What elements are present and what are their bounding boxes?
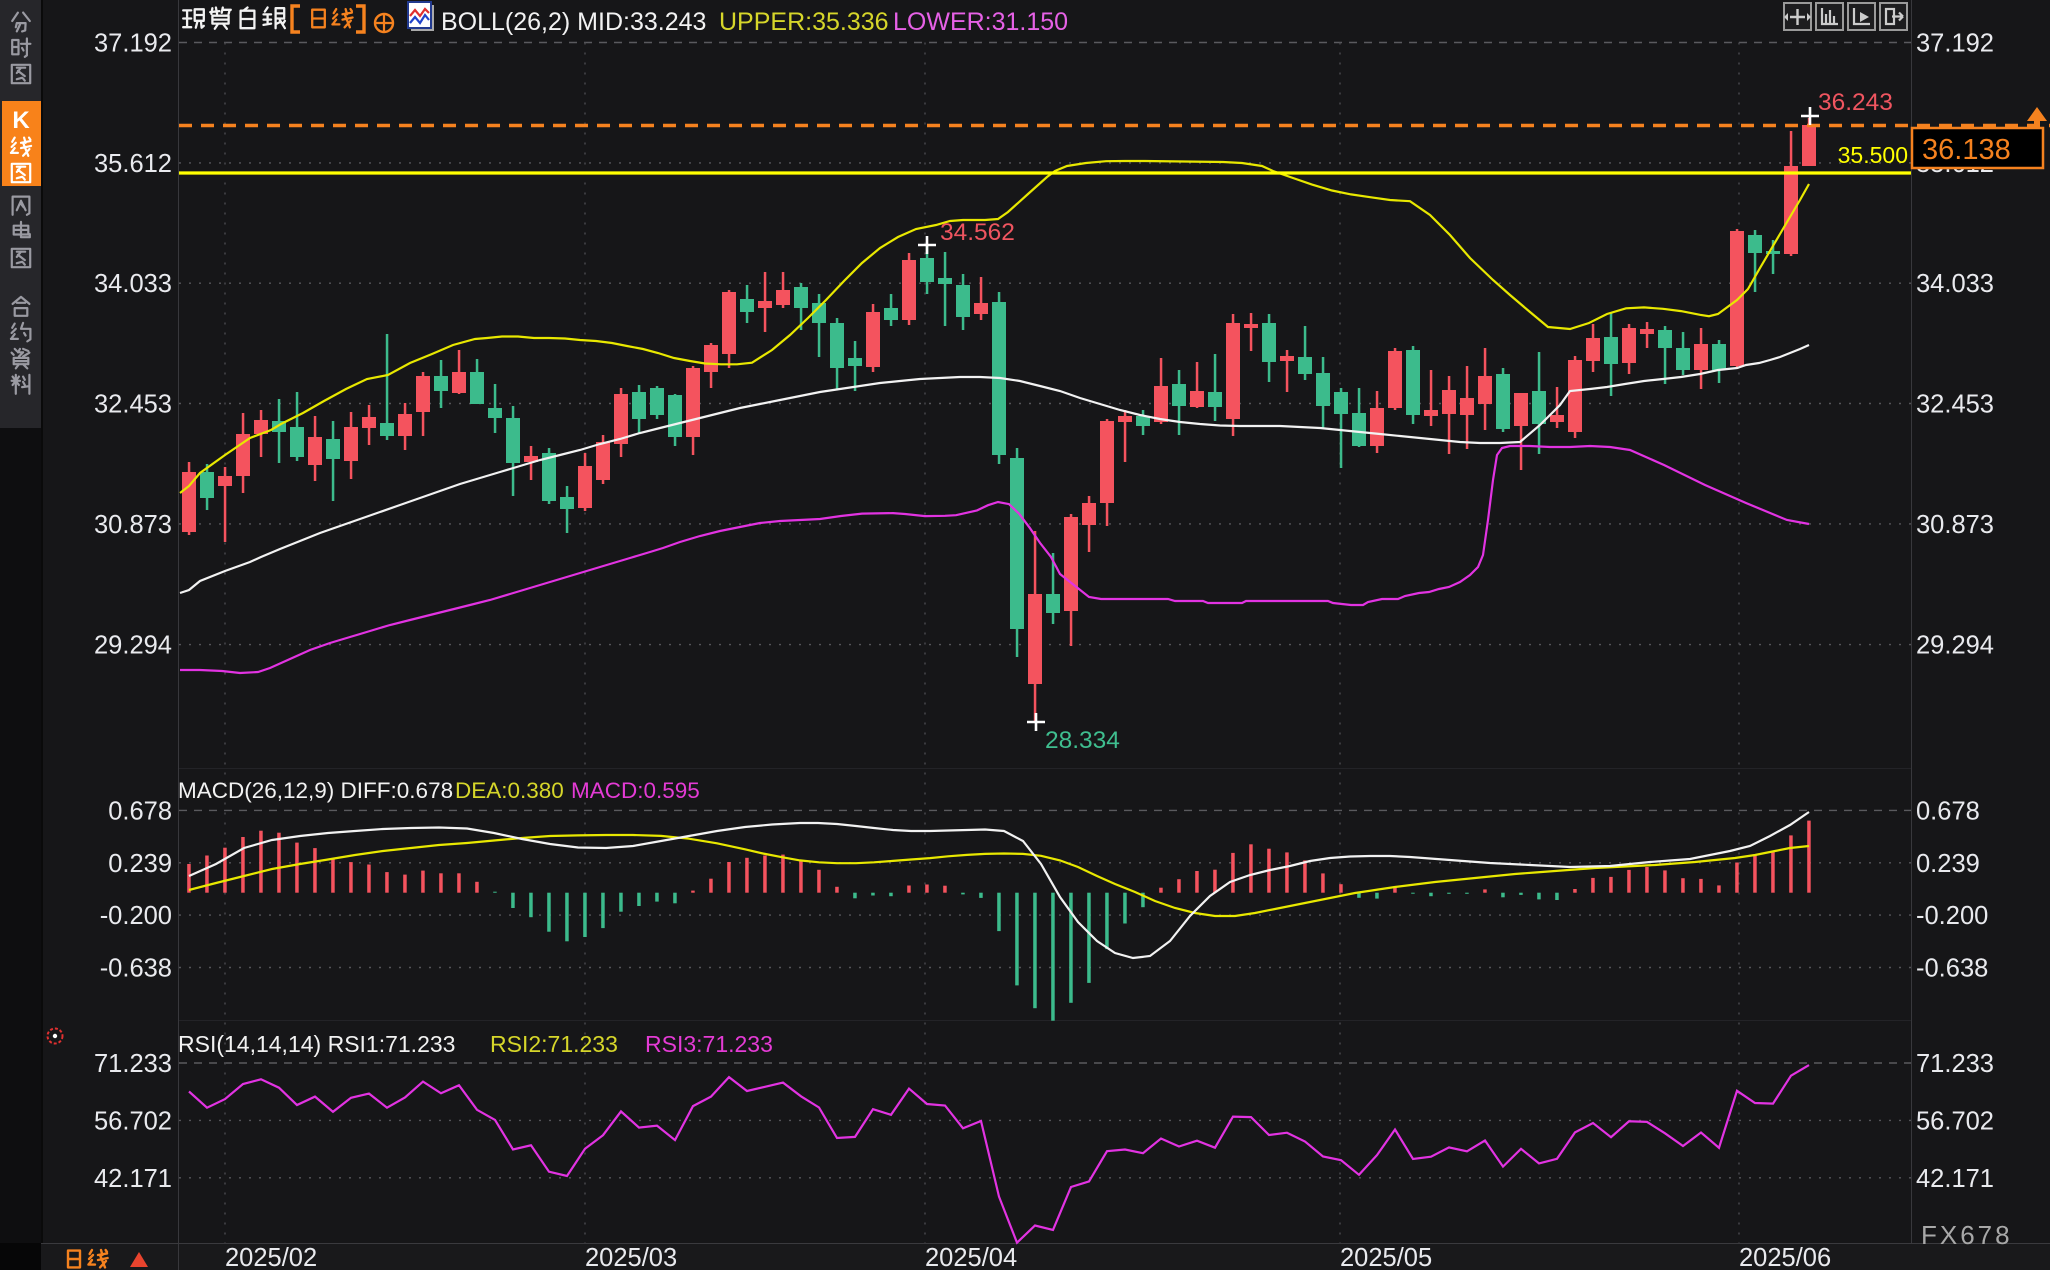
- svg-text:35.500: 35.500: [1838, 142, 1908, 168]
- svg-text:K: K: [12, 107, 30, 134]
- svg-text:-0.638: -0.638: [1916, 955, 1988, 983]
- svg-text:34.033: 34.033: [94, 270, 172, 298]
- svg-text:28.334: 28.334: [1045, 727, 1120, 754]
- svg-text:42.171: 42.171: [94, 1165, 172, 1193]
- svg-text:34.033: 34.033: [1916, 270, 1994, 298]
- svg-text:37.192: 37.192: [1916, 30, 1994, 58]
- svg-text:0.678: 0.678: [1916, 797, 1980, 825]
- svg-text:0.678: 0.678: [108, 797, 172, 825]
- svg-text:0.239: 0.239: [1916, 850, 1980, 878]
- svg-text:29.294: 29.294: [94, 632, 172, 660]
- svg-text:MACD:0.595: MACD:0.595: [571, 778, 700, 803]
- svg-text:2025/04: 2025/04: [925, 1244, 1017, 1270]
- svg-text:DEA:0.380: DEA:0.380: [455, 778, 564, 803]
- svg-text:2025/06: 2025/06: [1739, 1244, 1831, 1270]
- svg-text:RSI3:71.233: RSI3:71.233: [645, 1031, 773, 1057]
- svg-text:37.192: 37.192: [94, 30, 172, 58]
- svg-text:LOWER:31.150: LOWER:31.150: [893, 8, 1068, 36]
- svg-text:71.233: 71.233: [94, 1050, 172, 1078]
- svg-text:FX678: FX678: [1921, 1220, 2013, 1250]
- svg-text:BOLL(26,2) MID:33.243: BOLL(26,2) MID:33.243: [441, 8, 706, 36]
- svg-text:71.233: 71.233: [1916, 1050, 1994, 1078]
- svg-text:-0.200: -0.200: [100, 902, 172, 930]
- svg-text:34.562: 34.562: [940, 219, 1015, 246]
- svg-text:RSI2:71.233: RSI2:71.233: [490, 1031, 618, 1057]
- svg-text:30.873: 30.873: [1916, 511, 1994, 539]
- svg-text:42.171: 42.171: [1916, 1165, 1994, 1193]
- svg-text:2025/05: 2025/05: [1340, 1244, 1432, 1270]
- svg-text:36.138: 36.138: [1922, 134, 2011, 166]
- svg-text:0.239: 0.239: [108, 850, 172, 878]
- svg-text:-0.638: -0.638: [100, 955, 172, 983]
- svg-text:MACD(26,12,9) DIFF:0.678: MACD(26,12,9) DIFF:0.678: [178, 778, 453, 803]
- svg-text:2025/02: 2025/02: [225, 1244, 317, 1270]
- svg-text:36.243: 36.243: [1818, 89, 1893, 116]
- svg-text:32.453: 32.453: [94, 391, 172, 419]
- svg-text:-0.200: -0.200: [1916, 902, 1988, 930]
- svg-text:30.873: 30.873: [94, 511, 172, 539]
- svg-text:32.453: 32.453: [1916, 391, 1994, 419]
- svg-text:UPPER:35.336: UPPER:35.336: [719, 8, 889, 36]
- svg-text:56.702: 56.702: [1916, 1107, 1994, 1135]
- svg-text:RSI(14,14,14) RSI1:71.233: RSI(14,14,14) RSI1:71.233: [178, 1031, 455, 1057]
- svg-text:35.612: 35.612: [94, 150, 172, 178]
- svg-text:2025/03: 2025/03: [585, 1244, 677, 1270]
- svg-text:56.702: 56.702: [94, 1107, 172, 1135]
- svg-text:29.294: 29.294: [1916, 632, 1994, 660]
